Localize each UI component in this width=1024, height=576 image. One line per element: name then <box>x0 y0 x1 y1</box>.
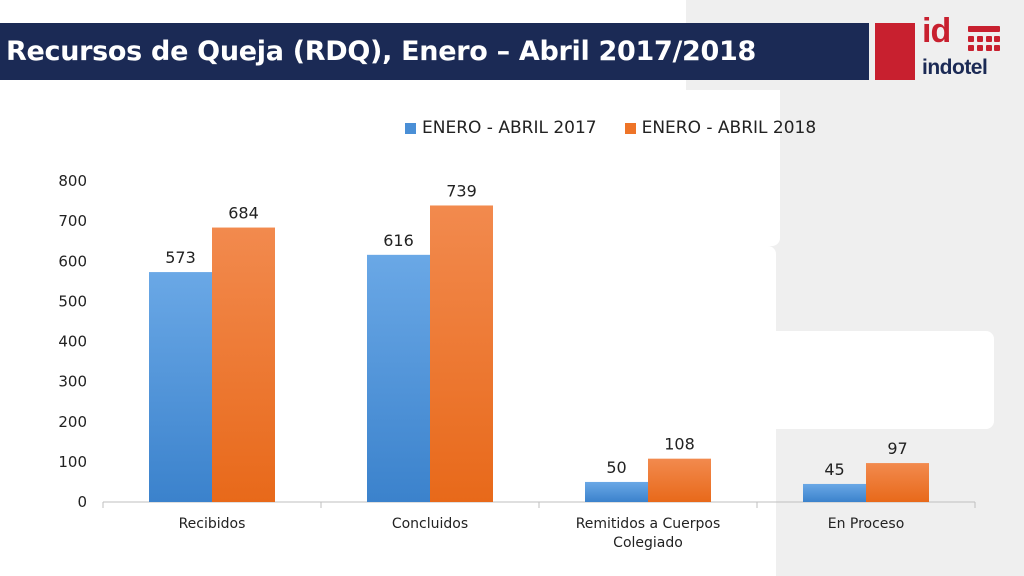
y-tick-label: 0 <box>77 493 87 511</box>
y-tick-label: 500 <box>58 292 87 310</box>
bar-2018 <box>212 227 275 503</box>
title-bar: Recursos de Queja (RDQ), Enero – Abril 2… <box>0 23 869 80</box>
x-category-label: Concluidos <box>392 516 468 532</box>
legend-label-2018: ENERO - ABRIL 2018 <box>641 118 817 138</box>
data-label: 573 <box>165 248 196 267</box>
bar-2018 <box>866 463 929 502</box>
y-tick-label: 600 <box>58 252 87 270</box>
chart-legend: ENERO - ABRIL 2017 ENERO - ABRIL 2018 <box>405 118 816 138</box>
bar-2018 <box>648 458 711 502</box>
logo-grid-icon <box>968 26 1000 54</box>
accent-block <box>875 23 915 80</box>
y-tick-label: 300 <box>58 373 87 391</box>
x-category-label: Remitidos a Cuerpos <box>576 516 721 532</box>
legend-item-2018: ENERO - ABRIL 2018 <box>624 118 817 138</box>
bar-2017 <box>149 272 212 502</box>
legend-item-2017: ENERO - ABRIL 2017 <box>405 118 597 138</box>
y-tick-label: 400 <box>58 333 87 351</box>
indotel-logo: id indotel <box>920 12 1010 88</box>
bar-2017 <box>585 481 648 502</box>
y-tick-label: 700 <box>58 212 87 230</box>
data-label: 45 <box>824 460 844 479</box>
legend-swatch-2018 <box>624 122 636 134</box>
background-box <box>726 331 994 429</box>
bar-2017 <box>367 254 430 502</box>
bar-2018 <box>430 205 493 502</box>
y-tick-label: 100 <box>58 453 87 471</box>
y-tick-label: 800 <box>58 172 87 190</box>
x-category-label: En Proceso <box>828 516 905 532</box>
x-category-label: Colegiado <box>613 535 683 551</box>
data-label: 108 <box>664 435 695 454</box>
background-cutout <box>640 90 780 246</box>
bar-2017 <box>803 483 866 502</box>
legend-swatch-2017 <box>405 122 416 134</box>
data-label: 684 <box>228 204 259 223</box>
x-category-label: Recibidos <box>179 516 246 532</box>
page-title: Recursos de Queja (RDQ), Enero – Abril 2… <box>6 36 756 67</box>
data-label: 50 <box>606 458 626 477</box>
data-label: 616 <box>383 231 414 250</box>
y-tick-label: 200 <box>58 413 87 431</box>
logo-mark: id <box>922 12 951 50</box>
data-label: 97 <box>887 439 907 458</box>
logo-name: indotel <box>922 56 988 79</box>
data-label: 739 <box>446 181 477 200</box>
legend-label-2017: ENERO - ABRIL 2017 <box>422 118 597 138</box>
